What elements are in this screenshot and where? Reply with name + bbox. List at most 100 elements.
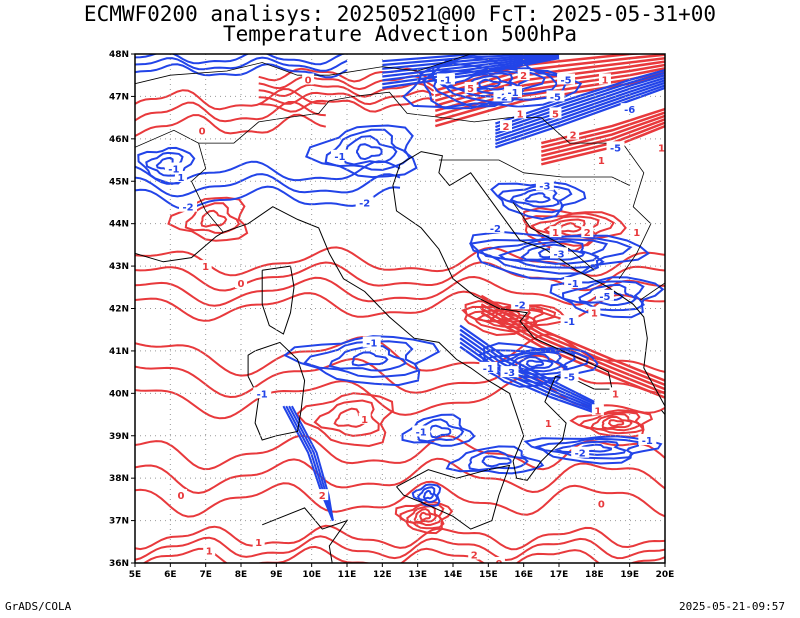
contour-label-bg xyxy=(567,128,580,140)
cold-contour xyxy=(135,54,347,66)
contour-label-bg xyxy=(550,247,568,259)
contour-label-bg xyxy=(174,171,187,183)
contour-label: -1 xyxy=(440,75,451,86)
warm-contour xyxy=(419,511,432,521)
contour-label: -3 xyxy=(539,181,550,192)
contour-label-bg xyxy=(362,336,381,348)
cold-contour xyxy=(343,135,398,166)
cold-contour xyxy=(477,78,501,89)
country-border xyxy=(512,202,595,271)
cold-contour xyxy=(495,86,665,149)
contour-label-bg xyxy=(560,370,579,382)
contour-label-bg xyxy=(355,196,374,208)
warm-contour xyxy=(607,419,625,428)
warm-contour xyxy=(589,412,641,432)
cold-contour xyxy=(497,240,600,265)
contour-label: -1 xyxy=(416,428,427,439)
cold-contour xyxy=(495,79,665,139)
contour-label: -5 xyxy=(599,292,610,303)
contour-label-bg xyxy=(588,306,601,318)
footer-timestamp: 2025-05-21-09:57 xyxy=(679,600,785,613)
cold-contour xyxy=(459,341,595,412)
warm-contour xyxy=(135,535,665,562)
contour-label: 0 xyxy=(598,500,605,511)
contour-label: -1 xyxy=(334,152,345,163)
contour-label-bg xyxy=(174,489,187,501)
contour-label-bg xyxy=(164,162,183,174)
footer-credit: GrADS/COLA xyxy=(5,600,72,613)
cold-contour xyxy=(578,283,638,307)
warm-contour xyxy=(541,111,665,149)
contour-label-bg xyxy=(546,90,565,102)
cold-contour xyxy=(283,335,441,387)
contour-label: -3 xyxy=(553,249,564,260)
contour-label: 1 xyxy=(598,156,605,167)
contour-label: -6 xyxy=(624,105,635,116)
contour-label: 1 xyxy=(177,173,184,184)
contour-label: 1 xyxy=(255,538,262,549)
contour-label-bg xyxy=(549,107,562,119)
contour-label-bg xyxy=(199,260,212,272)
cold-contour xyxy=(459,328,595,405)
cold-contour xyxy=(382,55,560,82)
contour-label: 0 xyxy=(495,559,502,570)
contour-label-bg xyxy=(606,141,625,153)
contour-label: 1 xyxy=(202,262,209,273)
graticule xyxy=(135,54,665,563)
warm-contour xyxy=(601,415,633,430)
contour-label-bg xyxy=(412,425,431,437)
warm-contour xyxy=(142,545,665,563)
contour-label: -1 xyxy=(483,364,494,375)
contour-label: 0 xyxy=(177,491,184,502)
cold-contour xyxy=(285,405,334,521)
map-subtitle: Temperature Advection 500hPa xyxy=(222,22,577,46)
contour-label-bg xyxy=(560,315,579,327)
cold-contour xyxy=(459,337,595,410)
cold-contour xyxy=(495,74,665,132)
contour-label-bg xyxy=(235,277,247,289)
y-tick-label: 46N xyxy=(109,135,129,145)
cold-contour xyxy=(495,81,665,142)
cold-contour xyxy=(509,188,560,208)
country-border xyxy=(198,91,443,144)
coastline xyxy=(261,265,295,335)
cold-contour xyxy=(422,489,434,500)
contour-label: 2 xyxy=(471,551,478,562)
contour-label: 1 xyxy=(601,75,608,86)
warm-contour xyxy=(557,222,582,233)
country-border xyxy=(438,159,630,186)
warm-contour xyxy=(541,118,665,158)
cold-contour xyxy=(288,405,334,521)
cold-contour xyxy=(351,351,389,367)
cold-contour xyxy=(496,184,573,214)
y-tick-label: 45N xyxy=(109,177,129,187)
contour-label: 1 xyxy=(633,228,640,239)
x-tick-label: 11E xyxy=(338,570,357,580)
cold-contour xyxy=(417,486,439,504)
contour-label: -1 xyxy=(508,88,519,99)
x-tick-label: 15E xyxy=(479,570,498,580)
cold-contour xyxy=(490,181,587,221)
contour-label-bg xyxy=(330,149,349,161)
warm-contour xyxy=(135,457,665,495)
x-tick-label: 16E xyxy=(514,570,533,580)
cold-contour xyxy=(355,143,383,161)
warm-contour xyxy=(135,434,665,471)
contour-label-bg xyxy=(492,557,505,563)
contour-label-bg xyxy=(581,226,594,238)
cold-contour xyxy=(135,173,401,198)
contour-label-bg xyxy=(511,298,530,310)
cold-contour xyxy=(291,405,334,521)
coastline-layer xyxy=(135,54,665,563)
warm-contour xyxy=(258,82,435,98)
cold-contour xyxy=(525,359,545,369)
contour-label-bg xyxy=(638,433,657,445)
y-tick-label: 37N xyxy=(109,517,129,527)
y-tick-label: 44N xyxy=(109,220,129,230)
contour-label-bg xyxy=(595,289,614,301)
y-tick-label: 42N xyxy=(109,305,129,315)
contour-label: -5 xyxy=(564,372,575,383)
contour-label-bg xyxy=(436,73,455,85)
contour-label-bg xyxy=(557,73,576,85)
